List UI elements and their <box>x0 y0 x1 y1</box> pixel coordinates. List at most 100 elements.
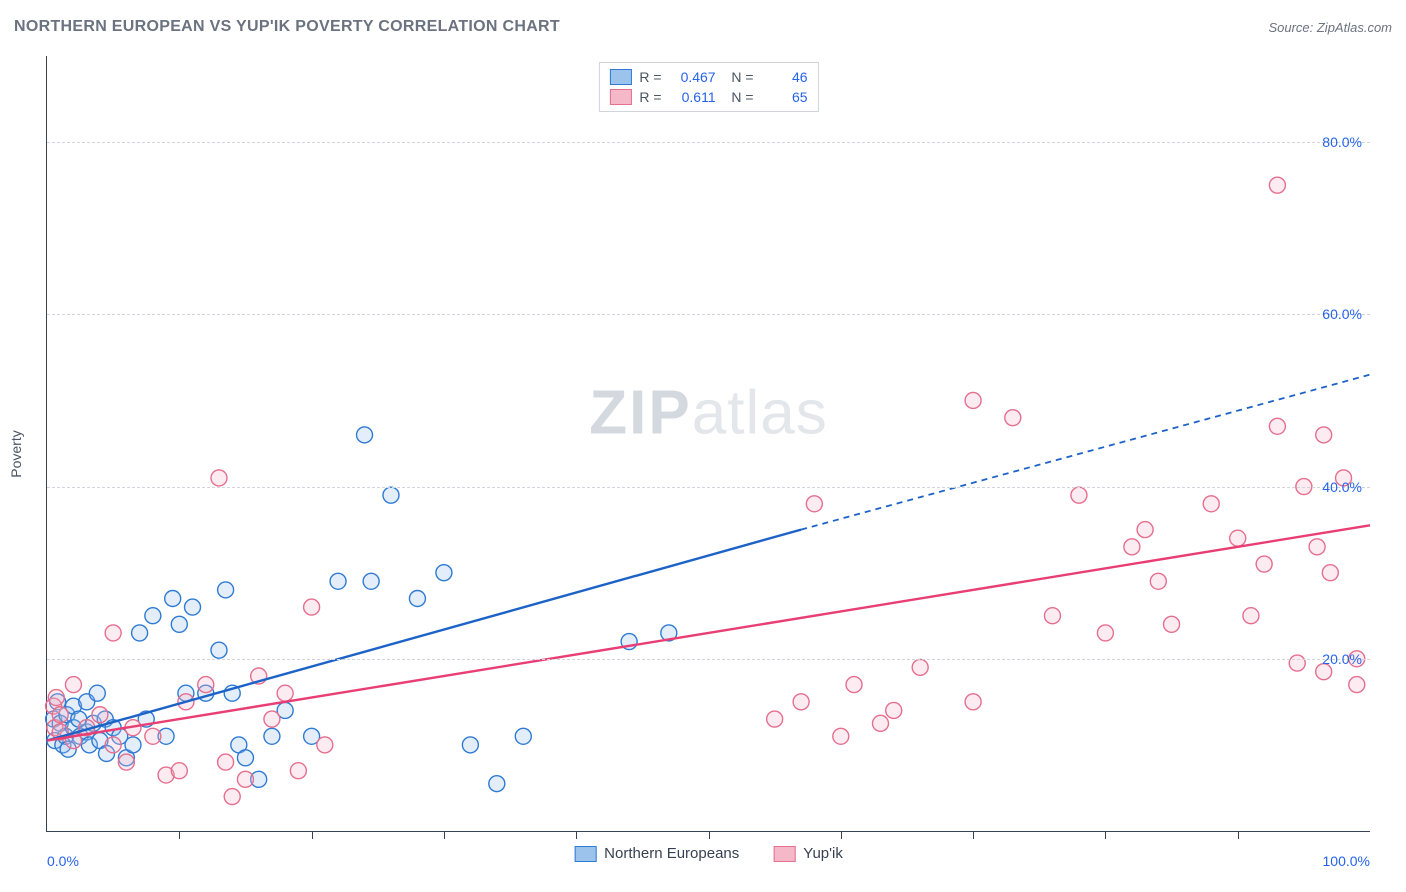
scatter-point <box>1097 625 1113 641</box>
scatter-point <box>872 715 888 731</box>
scatter-point <box>462 737 478 753</box>
scatter-point <box>965 392 981 408</box>
scatter-point <box>52 707 68 723</box>
scatter-point <box>118 754 134 770</box>
chart-svg-overlay <box>47 56 1370 831</box>
scatter-point <box>1230 530 1246 546</box>
scatter-point <box>1203 496 1219 512</box>
scatter-point <box>218 754 234 770</box>
x-tick <box>1105 831 1106 839</box>
scatter-point <box>1071 487 1087 503</box>
scatter-point <box>1322 565 1338 581</box>
scatter-point <box>1005 410 1021 426</box>
x-tick <box>444 831 445 839</box>
y-tick-label: 80.0% <box>1322 134 1362 150</box>
scatter-point <box>767 711 783 727</box>
legend-bottom-swatch-1 <box>773 846 795 862</box>
scatter-point <box>237 771 253 787</box>
x-tick <box>709 831 710 839</box>
x-tick <box>973 831 974 839</box>
scatter-point <box>132 625 148 641</box>
scatter-point <box>1044 608 1060 624</box>
y-tick-label: 60.0% <box>1322 306 1362 322</box>
scatter-point <box>1124 539 1140 555</box>
scatter-point <box>48 690 64 706</box>
scatter-point <box>185 599 201 615</box>
legend-bottom-item-1: Yup'ik <box>773 845 843 862</box>
scatter-point <box>165 591 181 607</box>
y-gridline <box>47 142 1370 143</box>
scatter-point <box>1309 539 1325 555</box>
x-tick <box>179 831 180 839</box>
trend-line-dashed <box>801 375 1370 530</box>
y-gridline <box>47 314 1370 315</box>
scatter-point <box>1164 616 1180 632</box>
scatter-point <box>436 565 452 581</box>
y-gridline <box>47 659 1370 660</box>
scatter-point <box>1289 655 1305 671</box>
scatter-point <box>290 763 306 779</box>
scatter-point <box>1137 522 1153 538</box>
scatter-point <box>383 487 399 503</box>
legend-bottom: Northern Europeans Yup'ik <box>574 845 843 862</box>
scatter-point <box>489 776 505 792</box>
scatter-point <box>277 685 293 701</box>
scatter-point <box>105 737 121 753</box>
scatter-point <box>211 470 227 486</box>
scatter-point <box>846 677 862 693</box>
chart-title: NORTHERN EUROPEAN VS YUP'IK POVERTY CORR… <box>14 18 560 36</box>
scatter-point <box>171 763 187 779</box>
x-tick-label: 0.0% <box>47 853 79 869</box>
scatter-point <box>92 707 108 723</box>
chart-plot-area: ZIPatlas R = 0.467 N = 46 R = 0.611 N = … <box>46 56 1370 832</box>
legend-bottom-label-1: Yup'ik <box>803 845 843 862</box>
scatter-point <box>125 737 141 753</box>
scatter-point <box>912 659 928 675</box>
scatter-point <box>409 591 425 607</box>
scatter-point <box>145 728 161 744</box>
y-axis-label: Poverty <box>8 430 24 477</box>
y-tick-label: 20.0% <box>1322 651 1362 667</box>
y-tick-label: 40.0% <box>1322 479 1362 495</box>
scatter-point <box>65 677 81 693</box>
source-label: Source: ZipAtlas.com <box>1268 20 1392 35</box>
legend-bottom-swatch-0 <box>574 846 596 862</box>
scatter-point <box>363 573 379 589</box>
scatter-point <box>330 573 346 589</box>
scatter-point <box>515 728 531 744</box>
scatter-point <box>317 737 333 753</box>
scatter-point <box>218 582 234 598</box>
scatter-point <box>1256 556 1272 572</box>
scatter-point <box>1349 677 1365 693</box>
scatter-point <box>198 677 214 693</box>
scatter-point <box>224 789 240 805</box>
x-tick <box>1238 831 1239 839</box>
scatter-point <box>1150 573 1166 589</box>
scatter-point <box>965 694 981 710</box>
x-tick <box>312 831 313 839</box>
x-tick-label: 100.0% <box>1323 853 1370 869</box>
scatter-point <box>886 702 902 718</box>
scatter-point <box>264 711 280 727</box>
x-tick <box>576 831 577 839</box>
scatter-point <box>1243 608 1259 624</box>
scatter-point <box>171 616 187 632</box>
scatter-point <box>105 625 121 641</box>
y-gridline <box>47 487 1370 488</box>
scatter-point <box>237 750 253 766</box>
scatter-point <box>264 728 280 744</box>
scatter-point <box>1269 177 1285 193</box>
scatter-point <box>793 694 809 710</box>
scatter-point <box>145 608 161 624</box>
scatter-point <box>1316 427 1332 443</box>
scatter-point <box>1269 418 1285 434</box>
scatter-point <box>357 427 373 443</box>
scatter-point <box>806 496 822 512</box>
scatter-point <box>211 642 227 658</box>
scatter-point <box>833 728 849 744</box>
scatter-point <box>304 599 320 615</box>
x-tick <box>841 831 842 839</box>
legend-bottom-label-0: Northern Europeans <box>604 845 739 862</box>
scatter-point <box>89 685 105 701</box>
header-row: NORTHERN EUROPEAN VS YUP'IK POVERTY CORR… <box>14 18 1392 36</box>
